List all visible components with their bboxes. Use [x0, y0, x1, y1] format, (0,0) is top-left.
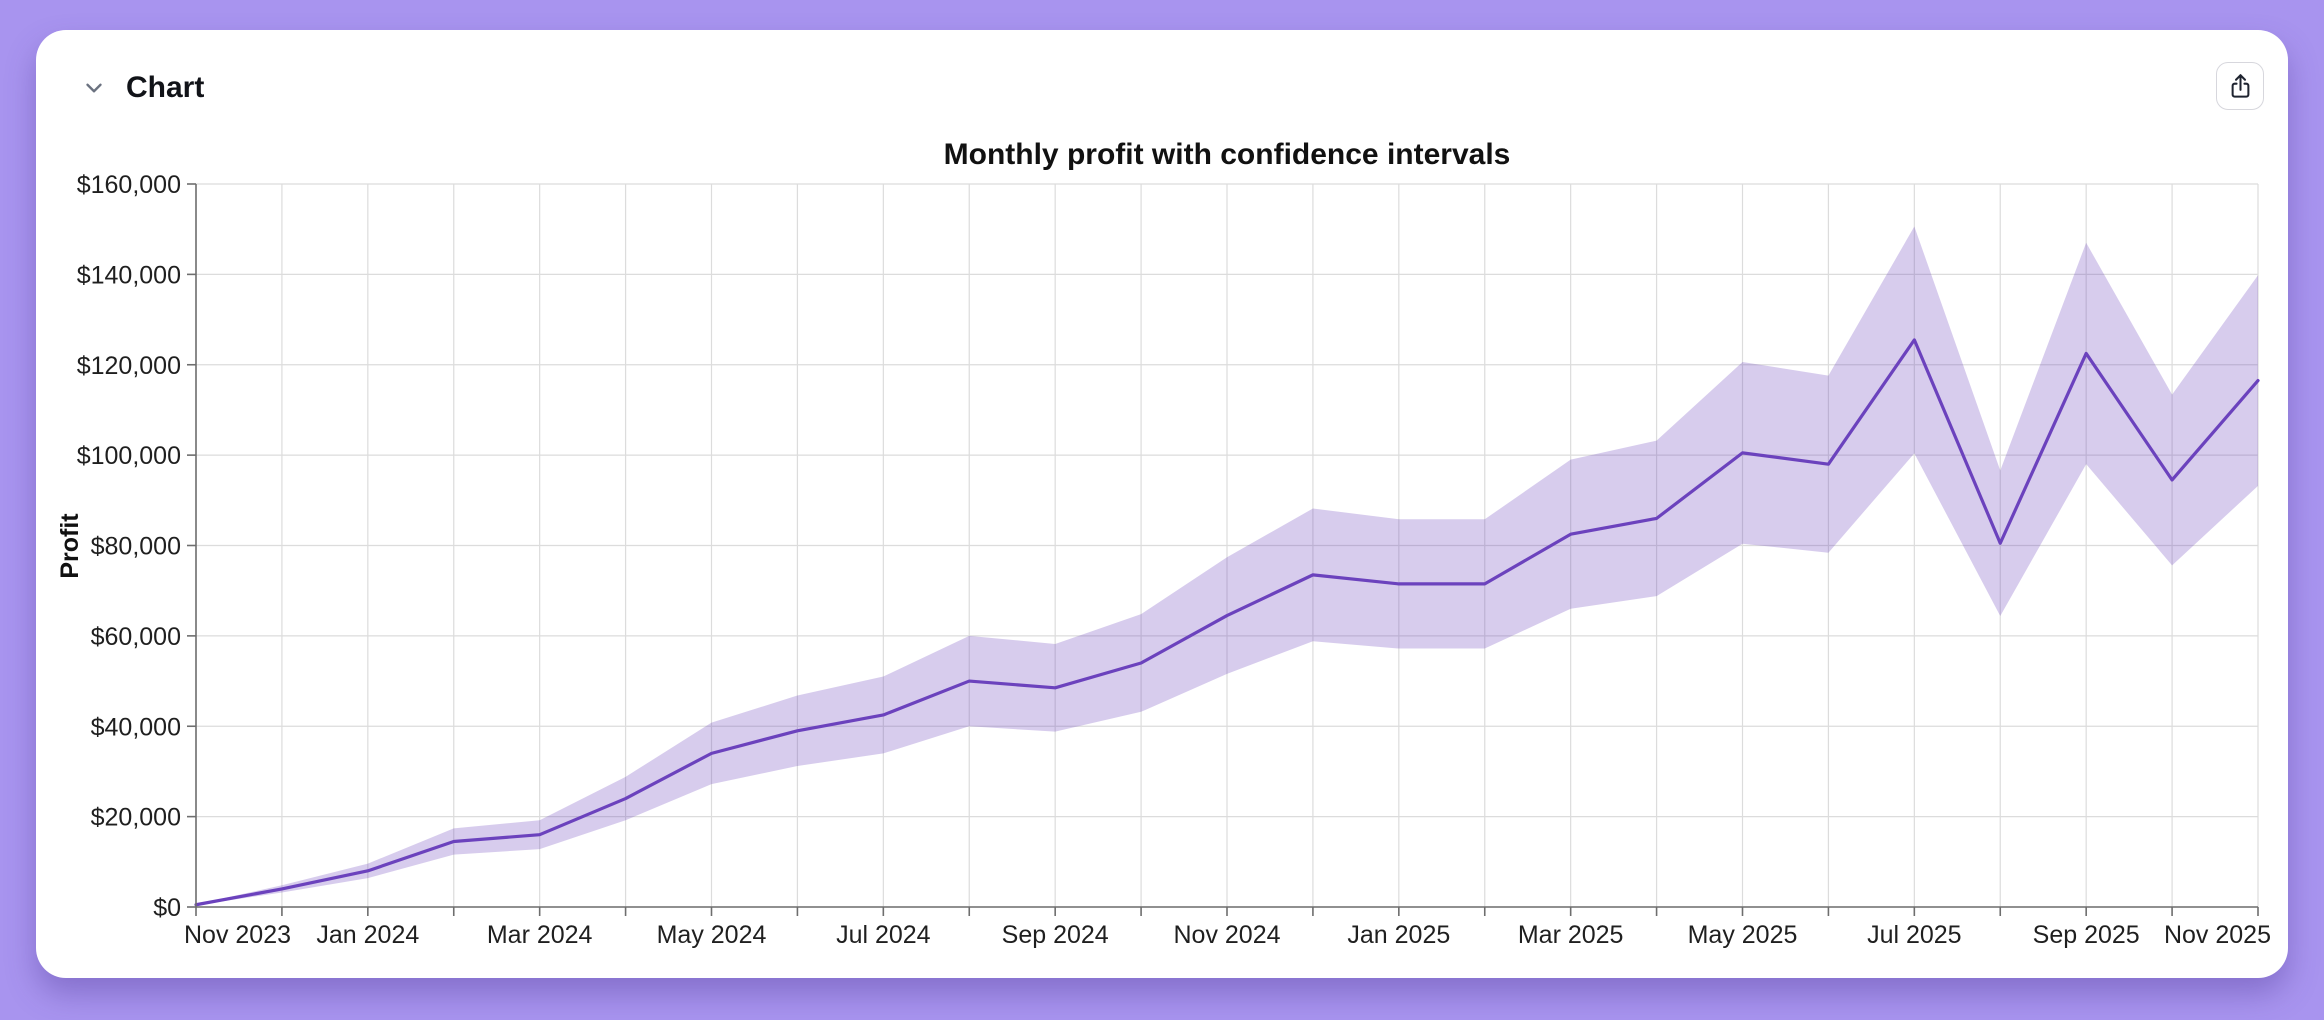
- x-tick-label: May 2024: [657, 921, 767, 949]
- x-tick-label: Mar 2024: [487, 921, 593, 949]
- profit-line: [194, 338, 2260, 907]
- x-tick-label: Jan 2025: [1347, 921, 1450, 949]
- share-icon: [2227, 73, 2254, 100]
- x-tick-label: Nov 2024: [1173, 921, 1280, 949]
- x-tick-label: Jul 2024: [836, 921, 931, 949]
- tick-labels: $0 $20,000 $40,000 $60,000 $80,000 $100,000 $1…: [77, 171, 2271, 949]
- gridlines: [195, 183, 2259, 908]
- axes: [187, 183, 2259, 916]
- y-tick-label: $0: [153, 894, 181, 922]
- x-tick-label: Nov 2023: [184, 921, 291, 949]
- y-tick-label: $160,000: [77, 171, 181, 199]
- x-tick-label: Nov 2025: [2164, 921, 2271, 949]
- profit-chart: Monthly profit with confidence intervals…: [36, 30, 2288, 978]
- collapse-button[interactable]: [74, 68, 114, 108]
- chevron-down-icon: [81, 75, 107, 101]
- y-axis-label: Profit: [56, 513, 84, 579]
- y-tick-label: $120,000: [77, 352, 181, 380]
- panel-title: Chart: [126, 71, 205, 104]
- y-tick-label: $100,000: [77, 442, 181, 470]
- chart-title: Monthly profit with confidence intervals: [944, 138, 1511, 171]
- y-tick-label: $20,000: [91, 804, 181, 832]
- y-tick-label: $40,000: [91, 713, 181, 741]
- x-tick-label: May 2025: [1688, 921, 1798, 949]
- confidence-band: [196, 226, 2258, 906]
- x-tick-label: Jan 2024: [316, 921, 419, 949]
- x-tick-label: Sep 2024: [1002, 921, 1109, 949]
- y-tick-label: $60,000: [91, 623, 181, 651]
- share-button[interactable]: [2216, 62, 2264, 110]
- x-tick-label: Jul 2025: [1867, 921, 1962, 949]
- panel-header: Chart: [36, 30, 2288, 126]
- y-tick-label: $80,000: [91, 533, 181, 561]
- x-tick-label: Mar 2025: [1518, 921, 1624, 949]
- x-tick-label: Sep 2025: [2033, 921, 2140, 949]
- y-tick-label: $140,000: [77, 261, 181, 289]
- chart-panel: Chart Monthly profit with confidence int…: [36, 30, 2288, 978]
